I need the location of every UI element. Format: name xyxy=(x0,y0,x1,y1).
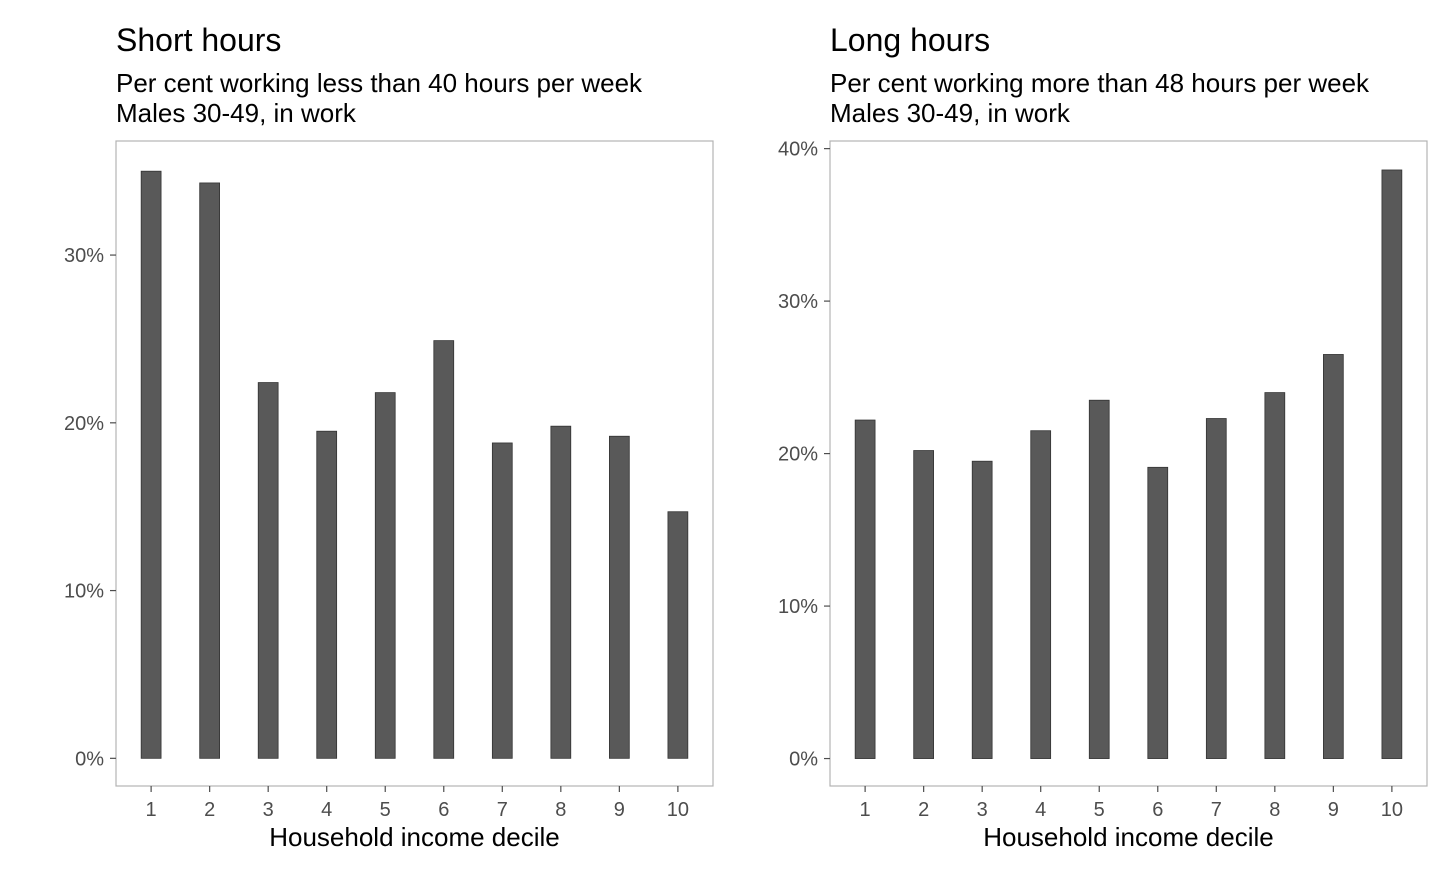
x-tick-label: 7 xyxy=(497,799,508,821)
bar xyxy=(316,430,338,759)
x-tick-label: 8 xyxy=(1269,799,1280,821)
chart-subtitle-line-1: Per cent working less than 40 hours per … xyxy=(116,68,643,98)
bar xyxy=(1088,399,1110,759)
x-tick-label: 2 xyxy=(918,799,929,821)
x-tick-label: 4 xyxy=(1035,799,1046,821)
x-tick-label: 6 xyxy=(438,799,449,821)
x-tick-label: 1 xyxy=(146,799,157,821)
y-tick-label: 20% xyxy=(64,413,104,435)
x-tick-label: 8 xyxy=(555,799,566,821)
bar xyxy=(1205,418,1227,759)
y-tick-label: 10% xyxy=(64,581,104,603)
bar xyxy=(667,511,689,759)
x-axis-title: Household income decile xyxy=(269,822,560,852)
chart-title: Long hours xyxy=(830,22,991,58)
chart-title: Short hours xyxy=(116,22,282,58)
y-tick-label: 30% xyxy=(64,245,104,267)
x-tick-label: 3 xyxy=(977,799,988,821)
chart-panel-short-hours: Short hours Per cent working less than 4… xyxy=(64,22,714,852)
bar xyxy=(854,419,876,759)
bar xyxy=(433,340,455,759)
bar xyxy=(374,392,396,759)
x-tick-label: 10 xyxy=(1381,799,1403,821)
x-tick-label: 9 xyxy=(614,799,625,821)
bar xyxy=(1030,430,1052,759)
bar xyxy=(199,182,220,759)
y-tick-label: 40% xyxy=(778,139,818,161)
y-tick-label: 20% xyxy=(778,444,818,466)
x-tick-label: 2 xyxy=(204,799,215,821)
chart-subtitle-line-2: Males 30-49, in work xyxy=(830,98,1070,128)
bar-chart-short-hours: 0% 10% 20% 30% 1 2 3 4 5 6 7 8 9 10 Household income d… xyxy=(64,140,714,852)
bar xyxy=(257,382,279,759)
plot-panel-border xyxy=(115,140,714,787)
plot-panel-border xyxy=(829,140,1428,787)
y-tick-label: 0% xyxy=(789,749,818,771)
chart-panel-long-hours: Long hours Per cent working more than 48… xyxy=(728,0,1456,880)
x-tick-label: 10 xyxy=(667,799,689,821)
bar xyxy=(550,425,572,759)
x-tick-label: 1 xyxy=(860,799,871,821)
x-tick-label: 6 xyxy=(1152,799,1163,821)
x-tick-label: 7 xyxy=(1211,799,1222,821)
y-tick-label: 0% xyxy=(75,748,104,770)
bar xyxy=(609,435,630,759)
x-tick-label: 5 xyxy=(1094,799,1105,821)
bar xyxy=(913,450,934,759)
bar xyxy=(1381,169,1403,759)
chart-subtitle-line-2: Males 30-49, in work xyxy=(116,98,356,128)
bar xyxy=(1147,466,1169,759)
bar xyxy=(491,442,513,759)
chart-subtitle-line-1: Per cent working more than 48 hours per … xyxy=(830,68,1370,98)
bar xyxy=(971,460,993,759)
x-tick-label: 3 xyxy=(263,799,274,821)
x-axis-title: Household income decile xyxy=(983,822,1274,852)
bar-chart-long-hours: 0% 10% 20% 30% 40% 1 2 3 4 5 6 7 8 9 10 Household incom… xyxy=(778,139,1428,852)
bar xyxy=(140,170,162,759)
y-tick-label: 30% xyxy=(778,291,818,313)
bar xyxy=(1264,392,1286,759)
x-tick-label: 4 xyxy=(321,799,332,821)
bar xyxy=(1323,354,1344,759)
y-tick-label: 10% xyxy=(778,596,818,618)
x-tick-label: 5 xyxy=(380,799,391,821)
x-tick-label: 9 xyxy=(1328,799,1339,821)
